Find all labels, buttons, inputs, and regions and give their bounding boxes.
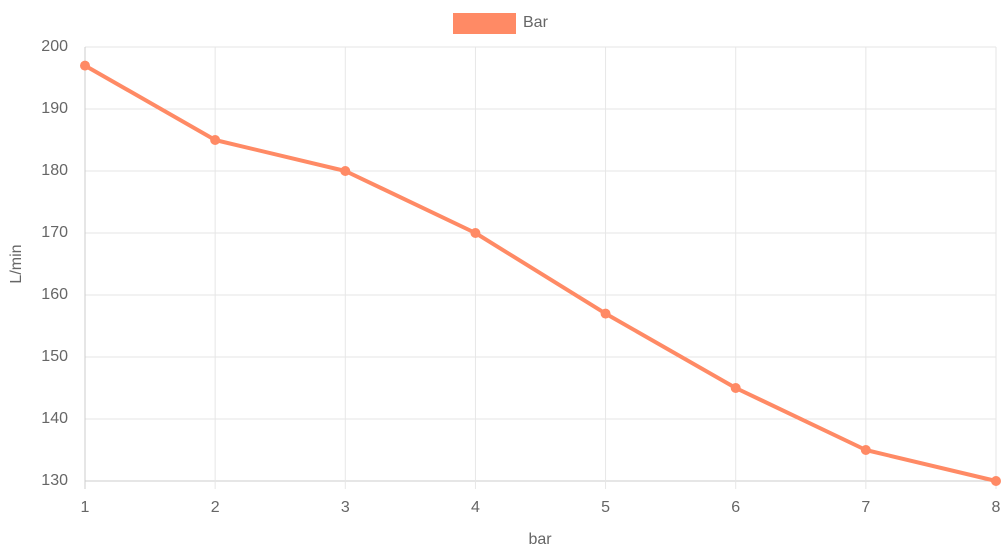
- x-tick-label: 4: [471, 499, 480, 516]
- y-tick-label: 150: [41, 348, 68, 365]
- y-tick-label: 180: [41, 162, 68, 179]
- point: [730, 383, 741, 393]
- point: [80, 60, 90, 71]
- x-tick-label: 3: [341, 499, 350, 516]
- line: [84, 63, 997, 483]
- x-axis-title: bar: [528, 531, 552, 548]
- x-tick-label: 1: [81, 499, 90, 516]
- x-tick-label: 2: [211, 499, 220, 516]
- y-tick-label: 130: [41, 472, 68, 489]
- point: [340, 166, 351, 176]
- y-tick-label: 200: [41, 38, 68, 55]
- y-tick-label: 140: [41, 410, 68, 427]
- point: [860, 445, 871, 455]
- point: [600, 308, 611, 319]
- x-tick-label: 6: [731, 499, 740, 516]
- x-tick-label: 7: [861, 499, 870, 516]
- legend-swatch: [453, 13, 516, 34]
- y-axis-title: L/min: [8, 244, 25, 283]
- point: [470, 228, 481, 238]
- y-tick-label: 160: [41, 286, 68, 303]
- x-tick-label: 5: [601, 499, 610, 516]
- point: [991, 476, 1001, 486]
- legend-label: Bar: [523, 14, 549, 31]
- point: [210, 135, 221, 145]
- y-tick-label: 170: [41, 224, 68, 241]
- x-tick-label: 8: [992, 499, 1001, 516]
- y-tick-label: 190: [41, 100, 68, 117]
